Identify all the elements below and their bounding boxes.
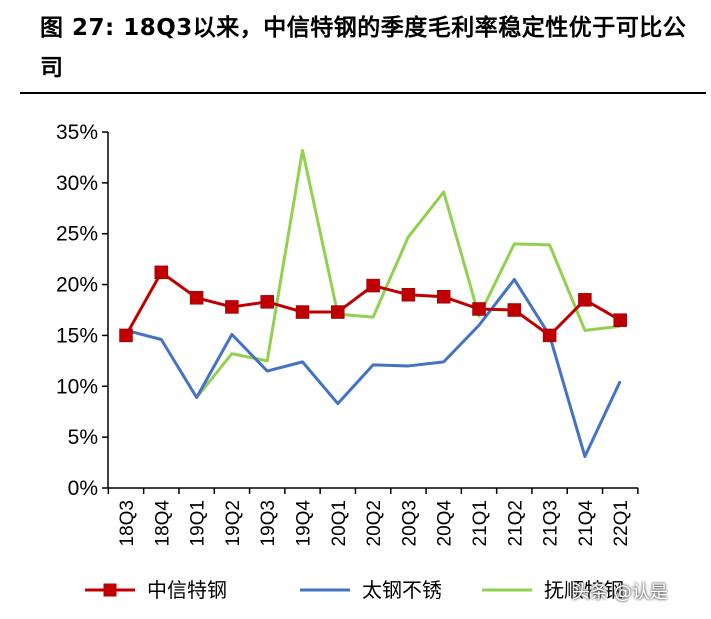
x-tick-label: 18Q4 (152, 500, 173, 547)
y-tick-label: 25% (56, 223, 98, 246)
x-tick-label: 19Q4 (294, 500, 315, 547)
legend-marker (103, 583, 117, 597)
data-point (401, 287, 416, 302)
x-tick-label: 19Q2 (223, 500, 244, 546)
x-tick-label: 19Q3 (258, 500, 279, 546)
x-tick-label: 20Q3 (399, 500, 420, 546)
chart-axes (102, 131, 639, 494)
x-tick-label: 20Q1 (329, 500, 350, 546)
x-tick-label: 20Q2 (364, 500, 385, 546)
x-tick-label: 21Q2 (505, 500, 526, 546)
y-tick-labels: 0% 5% 10% 15% 20% 25% 30% 35% (56, 121, 98, 500)
x-tick-label: 20Q4 (435, 500, 456, 547)
y-tick-label: 10% (56, 375, 98, 398)
data-point (154, 265, 169, 280)
data-point (119, 328, 133, 343)
legend-label: 太钢不锈 (362, 578, 442, 602)
y-tick-label: 5% (68, 426, 98, 449)
y-tick-label: 20% (56, 274, 98, 297)
series-line (125, 277, 622, 458)
x-tick-label: 21Q1 (470, 500, 491, 546)
x-tick-label: 19Q1 (188, 500, 209, 546)
data-point (613, 313, 627, 327)
data-point (225, 300, 239, 314)
chart-markers (119, 265, 627, 343)
watermark: 头条 @认是 (572, 582, 668, 603)
x-tick-label: 21Q3 (541, 500, 562, 546)
data-point (295, 305, 310, 319)
x-tick-label: 21Q4 (576, 500, 597, 547)
data-point (189, 291, 204, 305)
y-tick-label: 0% (68, 477, 98, 500)
y-tick-label: 30% (56, 172, 98, 195)
x-tick-label: 22Q1 (611, 500, 632, 546)
figure-title: 图 27: 18Q3以来，中信特钢的季度毛利率稳定性优于可比公司 (40, 15, 687, 81)
x-tick-label: 18Q3 (117, 500, 138, 546)
title-rule (20, 92, 706, 94)
data-point (366, 278, 380, 293)
data-point (260, 295, 274, 309)
data-point (472, 302, 486, 316)
y-tick-label: 35% (56, 121, 98, 144)
data-point (578, 293, 592, 307)
series-line (195, 148, 621, 399)
data-point (542, 328, 557, 343)
x-tick-labels: 18Q3 18Q4 19Q1 19Q2 19Q3 19Q4 20Q1 20Q2 20Q3 20Q4… (117, 500, 632, 547)
y-tick-label: 15% (56, 324, 98, 347)
data-point (331, 305, 345, 319)
data-point (507, 303, 522, 317)
legend-label: 抚顺特钢 (544, 578, 624, 602)
chart-legend: 中信特钢 太钢不锈 抚顺特钢 (85, 578, 624, 602)
legend-label: 中信特钢 (147, 578, 227, 602)
data-point (436, 290, 451, 304)
